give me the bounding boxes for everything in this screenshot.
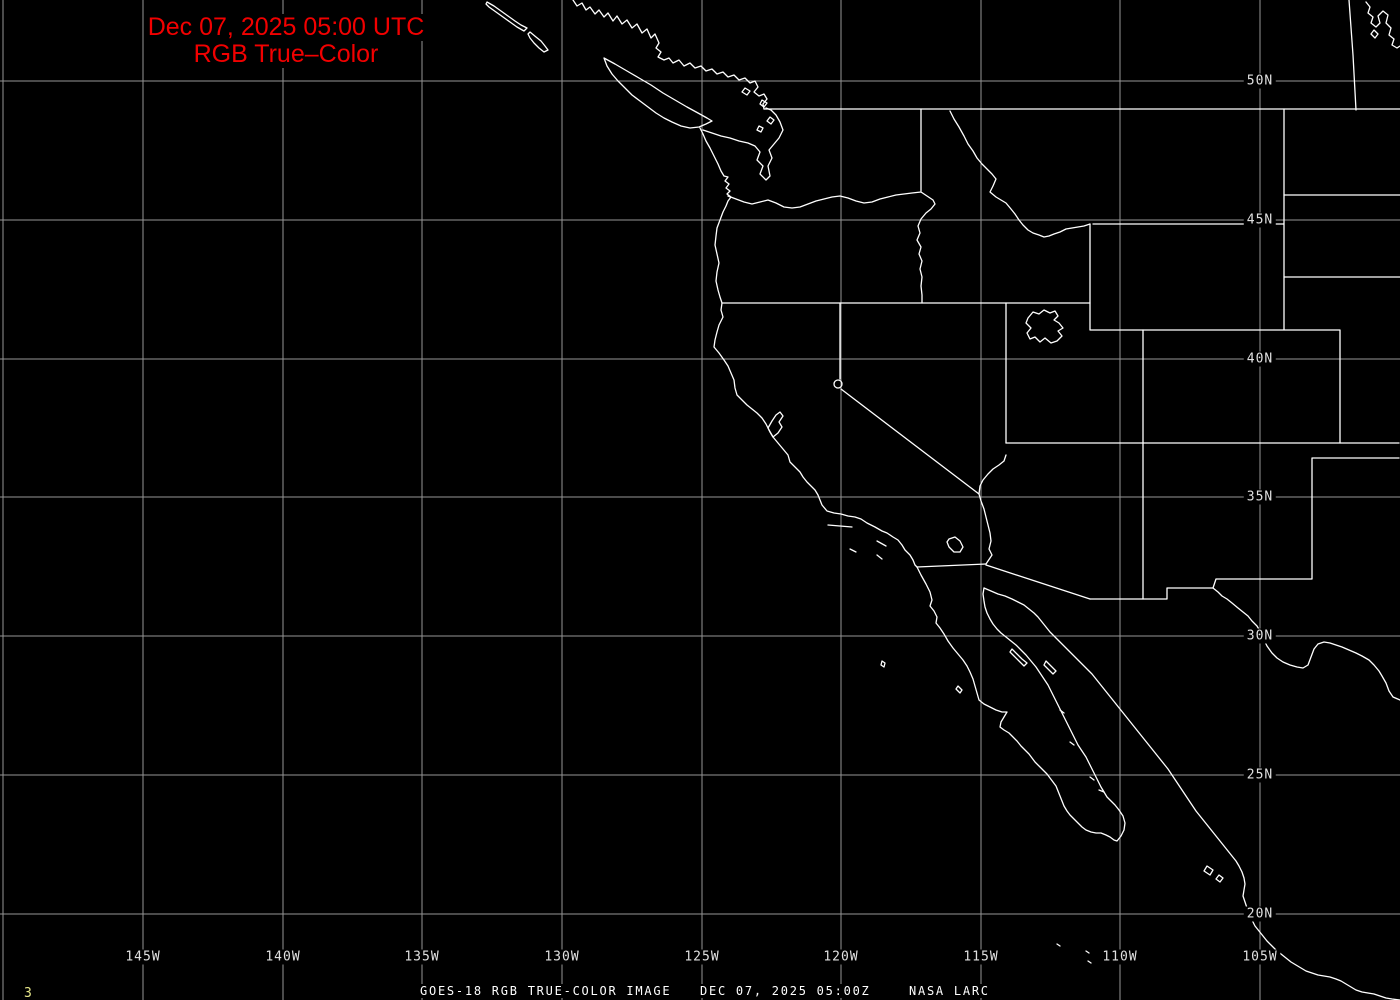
borders-wyoming-colorado	[1089, 108, 1341, 444]
lat-tick-label: 35N	[1243, 489, 1277, 505]
border-colorado-river	[978, 454, 1007, 565]
coastline-san-juan-islands	[741, 87, 775, 133]
border-id-mt	[949, 110, 1091, 238]
islands-channel	[827, 524, 887, 560]
lon-tick-label: 110W	[1099, 949, 1141, 965]
border-ca-mexico	[916, 563, 987, 568]
map-outlines	[485, 0, 1400, 1000]
borders-dakotas-nebraska	[1283, 194, 1400, 278]
lon-tick-label: 140W	[262, 949, 304, 965]
coastline-puget-sound	[702, 107, 784, 181]
lat-tick-label: 20N	[1243, 906, 1277, 922]
lat-tick-label: 45N	[1243, 212, 1277, 228]
islands-gulf-of-california	[1009, 648, 1105, 793]
lon-tick-label: 105W	[1239, 949, 1281, 965]
coastline-pacific-wa-or-ca	[699, 127, 918, 568]
river-rio-grande	[1212, 587, 1400, 701]
lat-tick-label: 40N	[1243, 351, 1277, 367]
coastline-baja-california	[916, 566, 1126, 842]
border-columbia-river	[727, 191, 922, 209]
lon-tick-label: 115W	[960, 949, 1002, 965]
coastline-bc-mainland	[572, 0, 768, 110]
image-title: Dec 07, 2025 05:00 UTC RGB True–Color	[130, 14, 442, 68]
lake-salton-sea	[946, 536, 964, 553]
title-datetime: Dec 07, 2025 05:00 UTC	[145, 13, 427, 41]
title-product: RGB True–Color	[191, 40, 381, 68]
border-canadian-provincial	[1348, 0, 1357, 111]
lon-tick-label: 135W	[401, 949, 443, 965]
lat-tick-label: 25N	[1243, 767, 1277, 783]
caption-product: GOES-18 RGB TRUE-COLOR IMAGE	[420, 984, 672, 998]
borders-nm-tx-mexico	[1089, 457, 1400, 600]
lon-tick-label: 125W	[681, 949, 723, 965]
border-ca-nv	[839, 302, 980, 495]
bottom-caption: GOES-18 RGB TRUE-COLOR IMAGE DEC 07, 202…	[0, 984, 1400, 1000]
border-snake-river-or-id	[916, 191, 936, 304]
lon-tick-label: 145W	[122, 949, 164, 965]
coastline-haida-gwaii	[485, 1, 549, 53]
lakes-manitoba	[1365, 1, 1400, 49]
frame-number: 3	[24, 986, 32, 1000]
caption-datetime: DEC 07, 2025 05:00Z	[700, 984, 871, 998]
border-az-sonora	[985, 564, 1091, 600]
caption-credit: NASA LARC	[909, 984, 990, 998]
lat-tick-label: 50N	[1243, 73, 1277, 89]
coastline-sf-bay	[767, 411, 784, 438]
lon-tick-label: 130W	[541, 949, 583, 965]
coastline-sonora-sinaloa	[983, 587, 1400, 1000]
lat-tick-label: 30N	[1243, 628, 1277, 644]
lake-great-salt-lake	[1025, 309, 1064, 344]
lon-tick-label: 120W	[820, 949, 862, 965]
lake-tahoe	[833, 379, 843, 389]
coastline-vancouver-island	[603, 57, 713, 129]
islands-offshore-pacific	[880, 660, 1224, 964]
